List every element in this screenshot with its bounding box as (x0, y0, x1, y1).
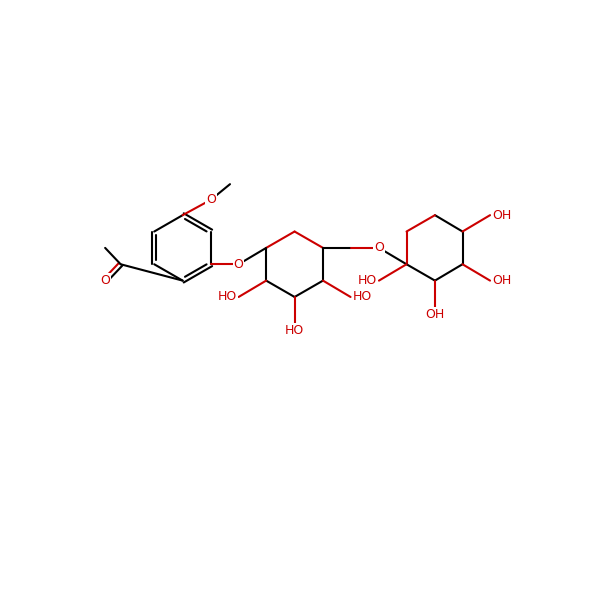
Text: OH: OH (492, 274, 511, 287)
Text: O: O (100, 274, 110, 287)
Text: HO: HO (285, 324, 304, 337)
Text: O: O (206, 193, 216, 206)
Text: OH: OH (425, 308, 445, 320)
Text: OH: OH (492, 209, 511, 221)
Text: O: O (374, 241, 384, 254)
Text: O: O (233, 258, 244, 271)
Text: HO: HO (358, 274, 377, 287)
Text: HO: HO (352, 290, 371, 304)
Text: HO: HO (218, 290, 237, 304)
